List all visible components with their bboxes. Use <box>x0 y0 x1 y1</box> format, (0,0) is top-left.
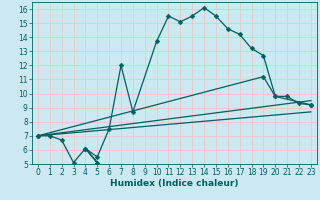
X-axis label: Humidex (Indice chaleur): Humidex (Indice chaleur) <box>110 179 239 188</box>
